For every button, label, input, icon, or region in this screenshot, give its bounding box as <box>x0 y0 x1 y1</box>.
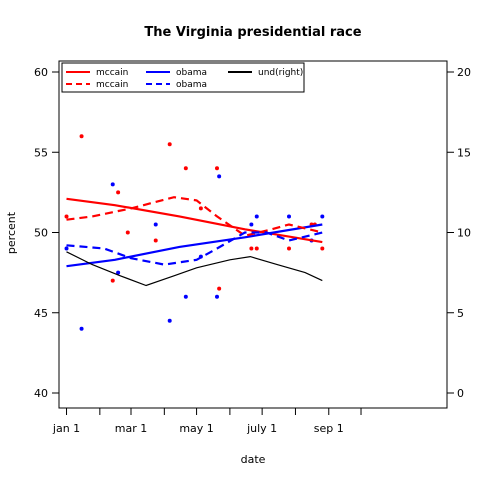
legend-label: mccain <box>96 68 128 78</box>
plot-border <box>58 60 448 409</box>
chart-axes: jan 1 mar 1 may 1 july 1 sep 1 40 45 50 55 60 0 5 10… <box>34 66 471 435</box>
y2-tick-label: 20 <box>457 66 471 79</box>
data-point-obama <box>214 294 219 299</box>
chart-legend: mccain mccain obama obama und(right) <box>61 62 305 93</box>
x-tick-label: sep 1 <box>314 422 344 435</box>
data-point-mccain <box>79 134 84 139</box>
data-point-mccain <box>110 278 115 283</box>
data-point-obama <box>110 182 115 187</box>
data-point-mccain <box>125 230 130 235</box>
data-point-obama <box>249 222 254 227</box>
data-point-obama <box>320 214 325 219</box>
series-line-mccain <box>66 196 323 237</box>
data-point-mccain <box>198 206 203 211</box>
series-line-mccain <box>66 197 323 244</box>
y2-tick-label: 0 <box>457 387 464 400</box>
y-tick-label: 55 <box>34 146 48 159</box>
x-axis-label: date <box>241 453 266 466</box>
data-point-obama <box>79 326 84 331</box>
legend-label: obama <box>176 68 207 78</box>
data-point-obama <box>64 246 69 251</box>
data-point-obama <box>116 270 121 275</box>
data-point-mccain <box>217 286 222 291</box>
data-point-mccain <box>167 142 172 147</box>
y-axis-label: percent <box>5 211 18 254</box>
data-point-obama <box>217 174 222 179</box>
data-point-mccain <box>287 246 292 251</box>
data-point-obama <box>287 214 292 219</box>
data-point-mccain <box>214 166 219 171</box>
y-tick-label: 40 <box>34 387 48 400</box>
data-point-mccain <box>153 238 158 243</box>
legend-label: und(right) <box>258 68 303 78</box>
series-line-undright <box>66 251 323 287</box>
data-point-obama <box>167 318 172 323</box>
data-point-mccain <box>254 246 259 251</box>
legend-box <box>61 62 305 93</box>
data-point-obama <box>153 222 158 227</box>
x-tick-label: july 1 <box>246 422 277 435</box>
chart-marks <box>64 134 325 331</box>
y-tick-label: 60 <box>34 66 48 79</box>
legend-label: obama <box>176 80 207 90</box>
y2-tick-label: 15 <box>457 146 471 159</box>
data-point-mccain <box>116 190 121 195</box>
data-point-mccain <box>64 214 69 219</box>
x-tick-label: jan 1 <box>52 422 80 435</box>
y2-tick-label: 5 <box>457 307 464 320</box>
x-tick-label: mar 1 <box>115 422 147 435</box>
data-point-mccain <box>320 246 325 251</box>
series-line-obama <box>66 231 323 266</box>
y-tick-label: 50 <box>34 227 48 240</box>
data-point-obama <box>254 214 259 219</box>
data-point-mccain <box>249 246 254 251</box>
data-point-obama <box>183 294 188 299</box>
x-tick-label: may 1 <box>179 422 213 435</box>
y2-tick-label: 10 <box>457 227 471 240</box>
chart-title: The Virginia presidential race <box>144 25 361 40</box>
y-tick-label: 45 <box>34 307 48 320</box>
legend-label: mccain <box>96 80 128 90</box>
data-point-mccain <box>183 166 188 171</box>
